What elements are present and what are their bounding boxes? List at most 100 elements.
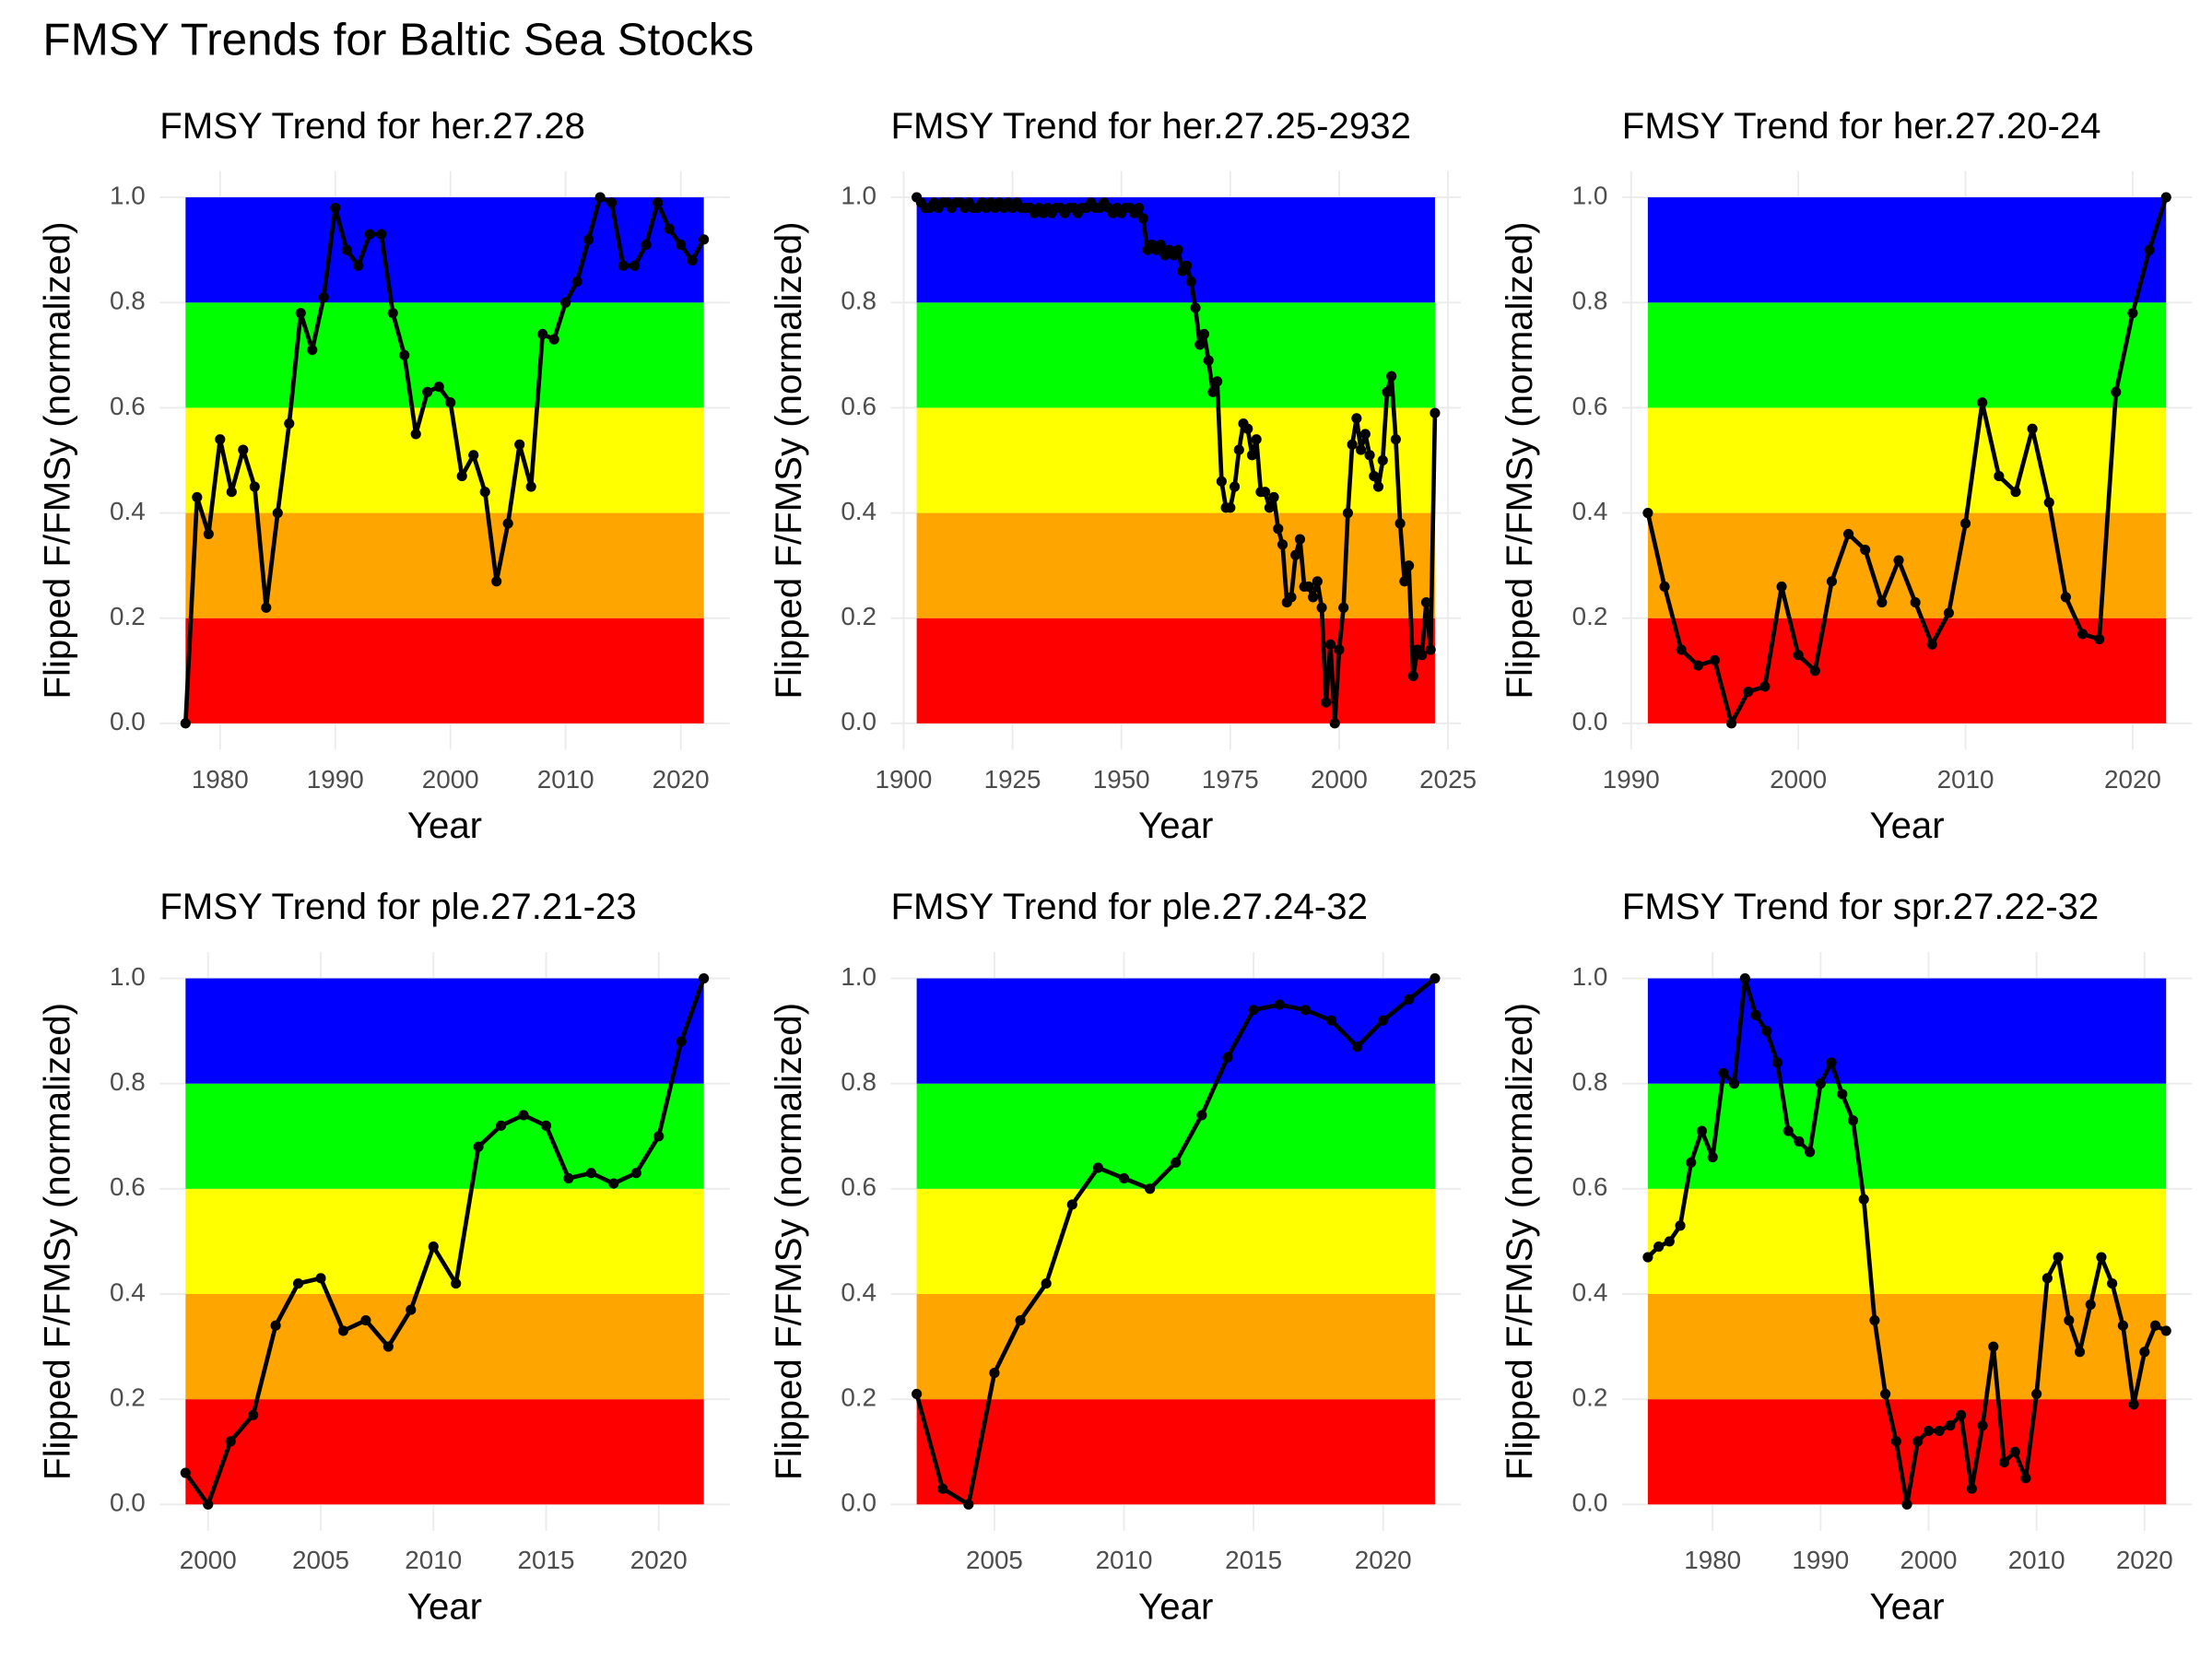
data-point <box>341 244 352 255</box>
data-line <box>182 194 706 724</box>
panel: FMSY Trend for spr.27.22-32 0.0 0.2 0.4 0.6 0… <box>1499 886 2193 1628</box>
y-tick-label: 0.0 <box>110 1488 146 1517</box>
data-point <box>1417 650 1428 661</box>
y-tick-label: 0.6 <box>841 392 877 420</box>
data-point <box>376 229 387 240</box>
data-point <box>1977 397 1988 408</box>
data-point <box>1308 592 1319 603</box>
band <box>1647 407 2167 513</box>
data-point <box>1041 1278 1052 1289</box>
data-point <box>1686 1157 1697 1168</box>
band <box>1647 197 2167 303</box>
data-point <box>664 223 675 234</box>
data-point <box>1092 1162 1103 1173</box>
band <box>916 978 1435 1084</box>
data-point <box>1404 994 1415 1005</box>
data-point <box>2128 1399 2139 1410</box>
data-point <box>1943 607 1954 618</box>
data-point <box>2077 629 2088 640</box>
data-point <box>583 234 594 245</box>
data-point <box>2064 1314 2075 1326</box>
data-point <box>1321 697 1332 708</box>
data-point <box>1260 487 1271 498</box>
data-point <box>1675 1220 1686 1231</box>
y-tick-label: 0.0 <box>841 707 877 735</box>
data-point <box>1994 471 2005 482</box>
data-point <box>1809 665 1820 677</box>
y-tick-label: 0.2 <box>110 1382 146 1411</box>
data-point <box>433 382 444 393</box>
data-point <box>1945 1420 1956 1431</box>
data-point <box>1912 1436 1924 1447</box>
data-point <box>1923 1425 1935 1436</box>
x-tick-label: 1925 <box>984 765 1041 794</box>
data-point <box>2096 1252 2107 1263</box>
data-point <box>360 1314 371 1326</box>
data-point <box>518 1110 529 1121</box>
data-point <box>451 1278 462 1289</box>
data-point <box>687 255 698 266</box>
y-tick-label: 0.4 <box>841 497 877 525</box>
band <box>1647 1188 2167 1294</box>
data-point <box>238 444 249 455</box>
data-point <box>192 491 203 503</box>
data-point <box>1847 1115 1859 1126</box>
data-point <box>1303 581 1314 593</box>
y-tick-label: 0.4 <box>110 1277 146 1306</box>
data-point <box>2149 1320 2161 1331</box>
data-point <box>225 1436 236 1447</box>
data-point <box>295 308 306 319</box>
data-point <box>676 239 687 251</box>
data-point <box>387 308 398 319</box>
data-point <box>307 345 318 356</box>
x-tick-label: 1900 <box>875 765 932 794</box>
data-point <box>1793 650 1804 661</box>
panel: FMSY Trend for her.27.25-2932 0.0 0.2 0.4 0.… <box>768 105 1477 846</box>
x-tick-label: 2015 <box>1225 1546 1282 1574</box>
data-point <box>1352 1041 1363 1053</box>
data-point <box>912 1388 923 1399</box>
data-point <box>1934 1425 1945 1436</box>
data-point <box>1676 644 1687 655</box>
data-point <box>491 576 502 587</box>
y-tick-label: 0.4 <box>841 1277 877 1306</box>
y-tick-label: 0.0 <box>1572 1488 1608 1517</box>
data-point <box>1910 597 1921 608</box>
data-point <box>1420 597 1432 608</box>
y-tick-label: 0.8 <box>1572 1067 1608 1096</box>
data-point <box>1642 507 1653 519</box>
x-tick-label: 1990 <box>1792 1546 1849 1574</box>
band <box>916 1293 1435 1400</box>
figure-title: FMSY Trends for Baltic Sea Stocks <box>42 14 754 65</box>
data-point <box>203 528 214 539</box>
x-tick-label: 2000 <box>1311 765 1368 794</box>
y-tick-label: 0.4 <box>1572 1277 1608 1306</box>
x-tick-label: 2020 <box>630 1546 688 1574</box>
band <box>1647 302 2167 408</box>
data-point <box>2160 192 2171 203</box>
y-tick-label: 1.0 <box>1572 181 1608 209</box>
data-point <box>2043 497 2054 508</box>
data-point <box>563 1172 574 1183</box>
data-point <box>1351 413 1362 424</box>
data-point <box>410 429 421 440</box>
data-point <box>1347 439 1358 450</box>
y-tick-label: 1.0 <box>841 962 877 991</box>
x-tick-label: 2010 <box>405 1546 462 1574</box>
data-point <box>284 418 295 429</box>
data-point <box>318 291 329 303</box>
data-point <box>1407 670 1418 682</box>
data-point <box>1300 1005 1311 1016</box>
data-point <box>1880 1388 1891 1399</box>
data-point <box>1430 407 1441 418</box>
data-point <box>1222 1052 1233 1063</box>
data-point <box>1901 1499 1912 1510</box>
data-point <box>525 481 536 492</box>
data-point <box>1066 1199 1077 1210</box>
data-point <box>1956 1409 1967 1420</box>
y-axis-title: Flipped F/FMSy (normalized) <box>768 1003 809 1480</box>
data-point <box>2009 1446 2020 1457</box>
x-tick-label: 1975 <box>1202 765 1259 794</box>
data-point <box>1739 972 1750 984</box>
x-tick-label: 2020 <box>653 765 710 794</box>
